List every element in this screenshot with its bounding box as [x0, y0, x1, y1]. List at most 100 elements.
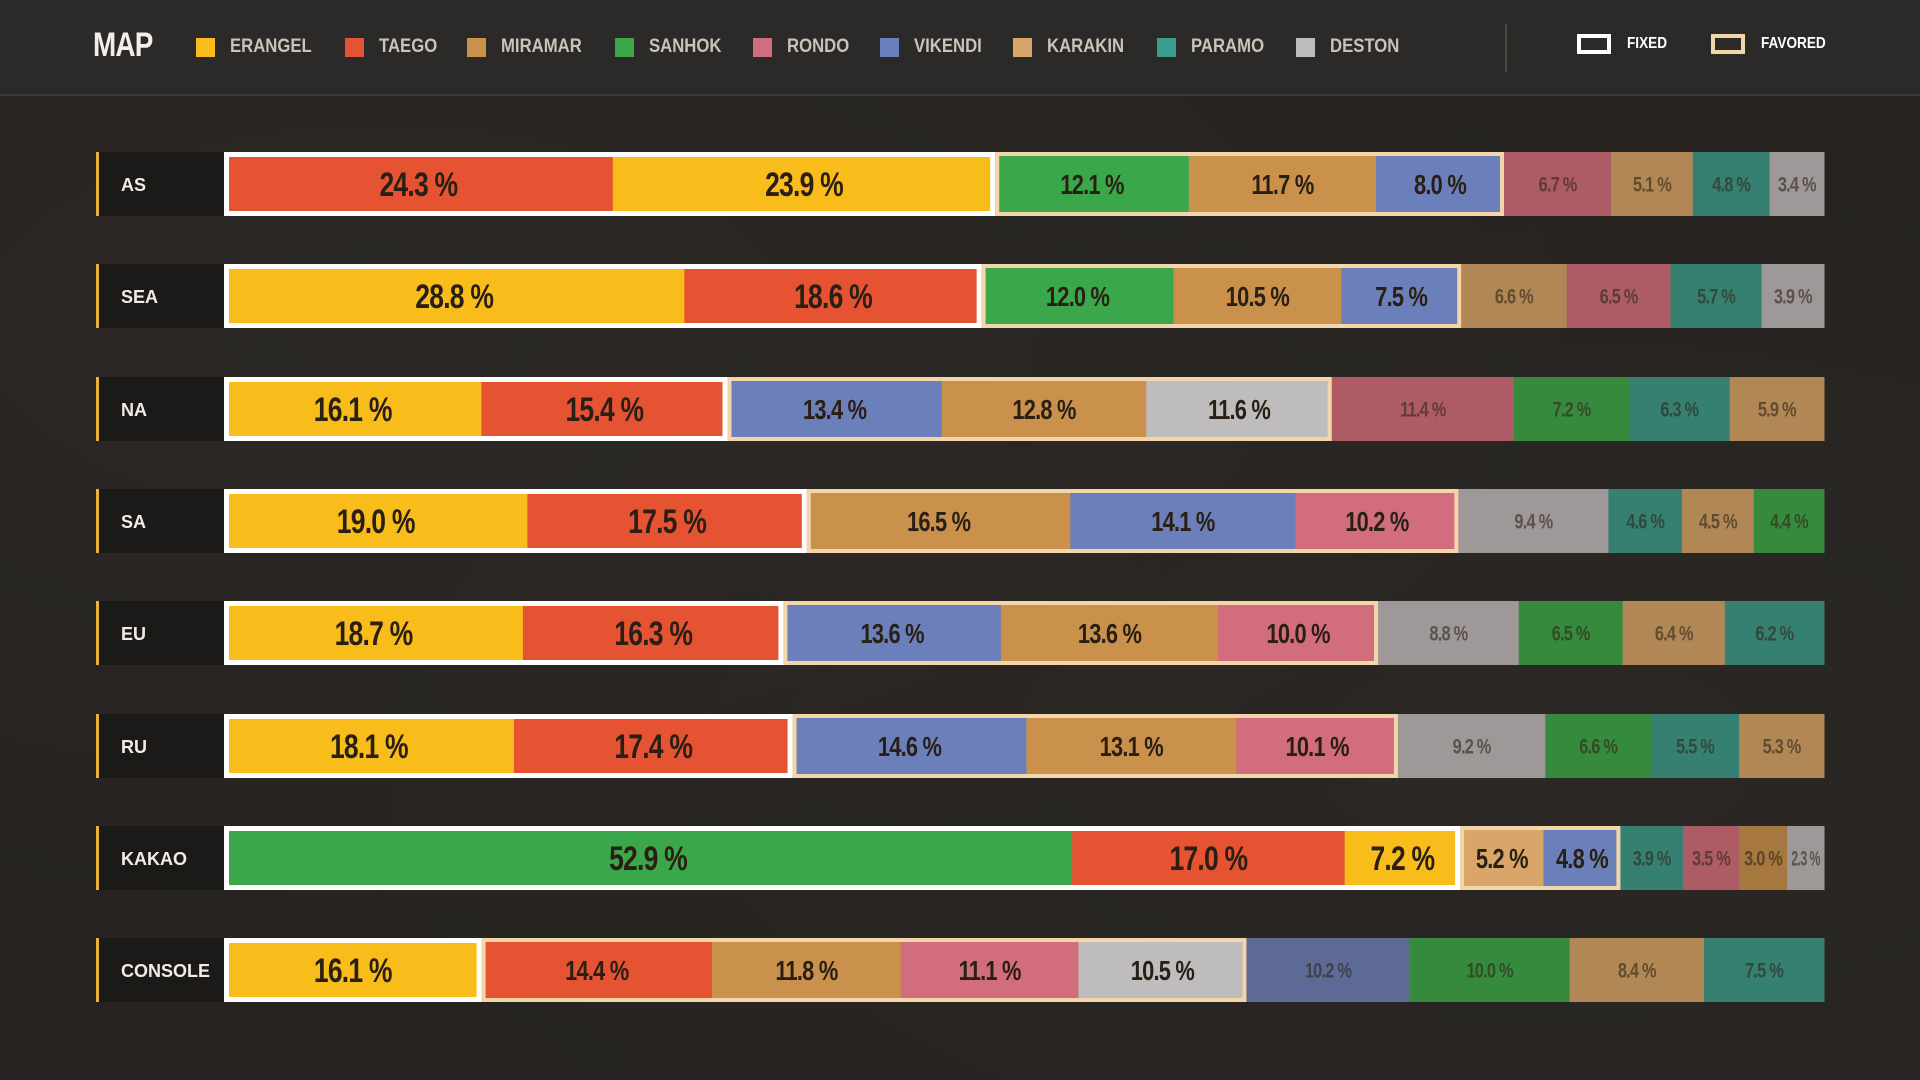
segment-label: 3.9 %: [1774, 285, 1813, 308]
segment-label: 24.3 %: [379, 166, 458, 204]
segment-rondo: [1504, 152, 1612, 216]
legend-swatch: [1013, 37, 1033, 57]
fixed-group-outline: [224, 264, 982, 328]
segment-label: 9.2 %: [1453, 735, 1492, 758]
segment-paramo: [1670, 264, 1763, 328]
segment-sanhok: [1545, 714, 1652, 778]
favored-group-outline: [727, 377, 1332, 441]
favored-key-swatch: [1711, 34, 1745, 54]
segment-vikendi: [1070, 489, 1296, 553]
row-label-accent: [96, 938, 99, 1002]
legend-swatch: [196, 37, 215, 57]
segment-label: 10.0 %: [1466, 959, 1513, 982]
segment-label: 8.8 %: [1429, 622, 1468, 645]
segment-erangel: [224, 938, 483, 1002]
map-legend: ERANGEL TAEGO MIRAMAR SANHOK RONDO VIKENDI KAR…: [196, 35, 1431, 59]
row-label: SA: [121, 512, 146, 532]
row-ru: RU 18.1 % 17.4 % 14.6 % 13.1 % 10.1 % 9.2 % 6.6…: [96, 714, 1825, 778]
segment-karakin: [1739, 714, 1825, 778]
segment-deston: [1078, 938, 1247, 1002]
header-bar: MAP ERANGEL TAEGO MIRAMAR SANHOK RONDO VIKEND…: [0, 0, 1920, 96]
segment-label: 16.1 %: [314, 391, 393, 429]
segment-label: 13.1 %: [1100, 732, 1164, 763]
segment-dim-overlay: [1729, 377, 1825, 441]
segment-dim-overlay: [1608, 489, 1683, 553]
segment-label: 6.6 %: [1579, 735, 1618, 758]
fixed-group-outline: [224, 938, 482, 1002]
segment-paramo: [1704, 938, 1825, 1002]
segment-miramar: [1739, 826, 1788, 890]
row-label-accent: [96, 601, 99, 665]
segment-karakin: [1461, 264, 1568, 328]
segment-label: 7.5 %: [1375, 282, 1427, 313]
row-eu: EU 18.7 % 16.3 % 13.6 % 13.6 % 10.0 % 8.8 % 6.5…: [96, 601, 1825, 665]
segment-erangel: [224, 601, 524, 665]
segment-paramo: [1651, 714, 1740, 778]
segment-label: 6.5 %: [1552, 622, 1591, 645]
row-label-box: [96, 601, 224, 665]
segment-label: 10.5 %: [1226, 282, 1290, 313]
segment-label: 3.5 %: [1692, 847, 1731, 870]
legend-item-miramar: MIRAMAR: [467, 36, 593, 58]
segment-miramar: [1000, 601, 1219, 665]
segment-dim-overlay: [1461, 264, 1568, 328]
row-label: SEA: [121, 287, 158, 307]
segment-label: 4.4 %: [1770, 510, 1809, 533]
legend-swatch: [753, 37, 773, 57]
segment-label: 7.2 %: [1553, 398, 1592, 421]
segment-label: 19.0 %: [337, 503, 416, 541]
segment-dim-overlay: [1545, 714, 1652, 778]
segment-dim-overlay: [1704, 938, 1825, 1002]
segment-label: 23.9 %: [765, 166, 844, 204]
segment-sanhok: [1409, 938, 1571, 1002]
fixed-group-outline: [224, 826, 1461, 890]
segment-label: 12.0 %: [1046, 282, 1110, 313]
segment-vikendi: [1376, 152, 1505, 216]
fixed-key-label: FIXED: [1627, 35, 1668, 52]
segment-label: 17.0 %: [1169, 840, 1248, 878]
segment-deston: [1146, 377, 1333, 441]
segment-dim-overlay: [1724, 601, 1825, 665]
segment-vikendi: [1341, 264, 1462, 328]
segment-label: 6.7 %: [1539, 173, 1578, 196]
row-label: KAKAO: [121, 849, 187, 869]
favored-group-outline: [995, 152, 1504, 216]
segment-rondo: [1566, 264, 1672, 328]
favored-group-outline: [981, 264, 1462, 328]
segment-miramar: [1188, 152, 1377, 216]
segment-vikendi: [792, 714, 1027, 778]
legend-item-taego: TAEGO: [344, 36, 445, 58]
segment-taego: [224, 152, 614, 216]
segment-label: 5.2 %: [1476, 844, 1528, 875]
segment-label: 18.7 %: [335, 615, 414, 653]
segment-label: 2.3 %: [1791, 846, 1820, 870]
segment-label: 7.5 %: [1745, 959, 1784, 982]
row-sa: SA 19.0 % 17.5 % 16.5 % 14.1 % 10.2 % 9.4 % 4.6…: [96, 489, 1825, 553]
segment-taego: [522, 601, 784, 665]
segment-dim-overlay: [1761, 264, 1825, 328]
row-label-box: [96, 489, 224, 553]
segment-dim-overlay: [1611, 152, 1694, 216]
segment-sanhok: [1518, 601, 1624, 665]
row-label-box: [96, 264, 224, 328]
segment-label: 14.6 %: [878, 732, 942, 763]
segment-label: 17.5 %: [628, 503, 707, 541]
segment-dim-overlay: [1787, 826, 1825, 890]
segment-dim-overlay: [1378, 601, 1520, 665]
segment-dim-overlay: [1566, 264, 1672, 328]
segment-dim-overlay: [1397, 714, 1546, 778]
segment-sanhok: [1513, 377, 1630, 441]
segment-taego: [481, 377, 728, 441]
segment-dim-overlay: [1739, 714, 1825, 778]
segment-dim-overlay: [1739, 826, 1788, 890]
segment-label: 13.6 %: [860, 619, 924, 650]
favored-group-outline: [481, 938, 1247, 1002]
segment-label: 4.8 %: [1556, 844, 1608, 875]
row-label-box: [96, 938, 224, 1002]
segment-label: 13.4 %: [803, 395, 867, 426]
legend-swatch: [467, 37, 487, 57]
legend-label: MIRAMAR: [501, 36, 582, 57]
segment-deston: [1761, 264, 1825, 328]
segment-label: 3.0 %: [1744, 847, 1783, 870]
segment-vikendi: [783, 601, 1002, 665]
